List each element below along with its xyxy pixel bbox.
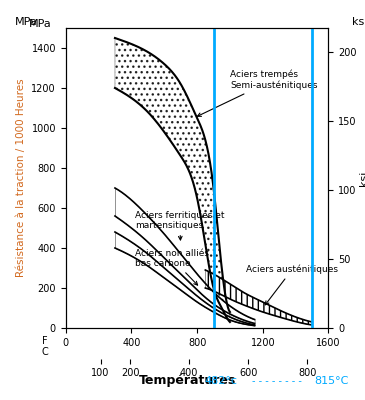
Text: F: F — [42, 336, 47, 346]
Text: MPa: MPa — [29, 18, 52, 28]
Text: Températures: Températures — [139, 374, 236, 387]
Text: - - - - - - - -: - - - - - - - - — [252, 376, 302, 386]
Text: MPa: MPa — [15, 17, 38, 27]
Text: Aciers austénitiques: Aciers austénitiques — [246, 264, 338, 305]
Text: Aciers non alliés
bas carbone: Aciers non alliés bas carbone — [135, 248, 209, 285]
Text: C: C — [41, 347, 48, 357]
Y-axis label: ksi: ksi — [360, 170, 365, 186]
Y-axis label: Résistance à la traction / 1000 Heures: Résistance à la traction / 1000 Heures — [16, 79, 26, 277]
Text: ksi: ksi — [352, 17, 365, 27]
Text: 815°C: 815°C — [314, 376, 348, 386]
Text: 482°c: 482°c — [204, 376, 237, 386]
Text: Aciers ferritiques et
martensitiques: Aciers ferritiques et martensitiques — [135, 210, 224, 240]
Text: Aciers trempés
Semi-austénitiques: Aciers trempés Semi-austénitiques — [197, 70, 318, 116]
